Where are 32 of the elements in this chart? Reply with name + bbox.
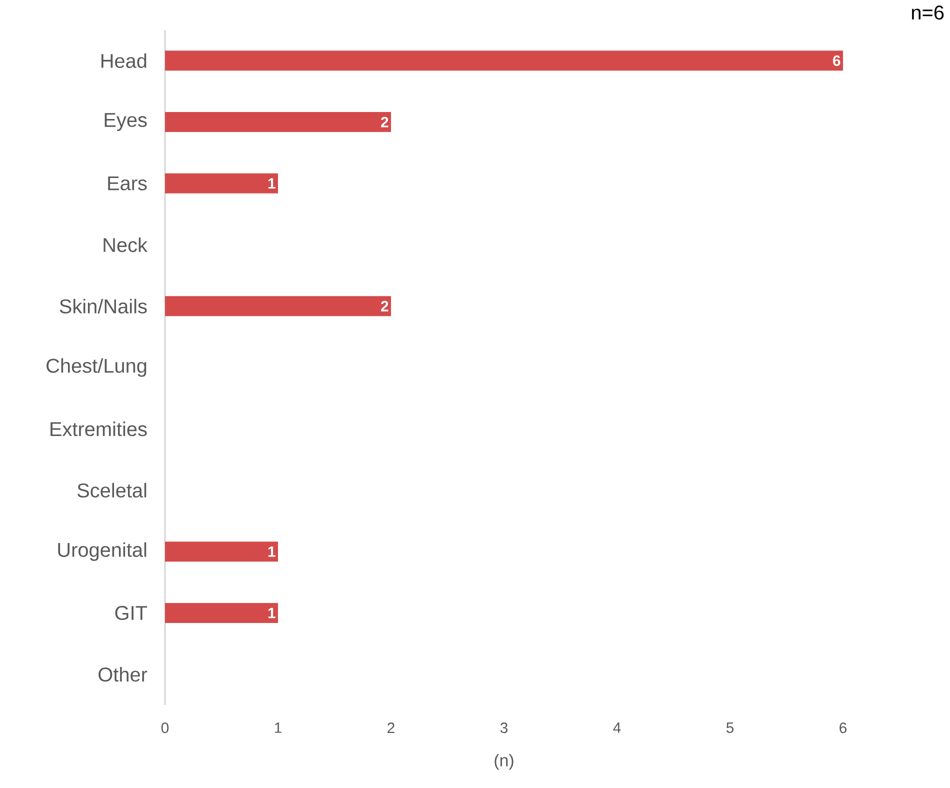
y-tick-label: Extremities	[50, 422, 147, 436]
data-label: 1	[268, 178, 276, 189]
y-tick-label: Head	[101, 53, 146, 68]
y-tick-label: Neck	[104, 237, 148, 252]
data-label: 6	[833, 55, 840, 66]
bar	[165, 173, 278, 194]
x-tick-label: 0	[161, 722, 169, 734]
x-tick-label: 6	[840, 722, 847, 734]
data-label: 2	[381, 116, 388, 128]
y-tick-label: Other	[98, 667, 148, 682]
text: n=6	[912, 6, 944, 20]
y-tick-label: GIT	[115, 606, 148, 620]
x-axis-title: (n)	[494, 754, 514, 770]
bar	[165, 602, 278, 623]
data-label: 2	[381, 300, 388, 312]
x-tick-label: 1	[274, 722, 282, 733]
y-tick-label: Ears	[108, 176, 147, 190]
x-tick-label: 4	[613, 722, 621, 733]
x-tick-label: 5	[726, 722, 734, 733]
bar	[165, 296, 392, 316]
y-tick-label: Skin/Nails	[60, 298, 147, 314]
y-tick-label: Sceletal	[78, 482, 146, 498]
y-tick-label: Urogenital	[58, 542, 146, 561]
bar	[165, 112, 392, 132]
y-tick-label: Chest/Lung	[46, 358, 146, 377]
x-tick-label: 3	[500, 722, 508, 734]
y-tick-label: Eyes	[104, 113, 147, 131]
bar	[165, 50, 844, 71]
data-label: 1	[268, 546, 276, 557]
bar	[165, 542, 278, 562]
data-label: 1	[268, 608, 276, 618]
x-tick-label: 2	[388, 722, 394, 733]
